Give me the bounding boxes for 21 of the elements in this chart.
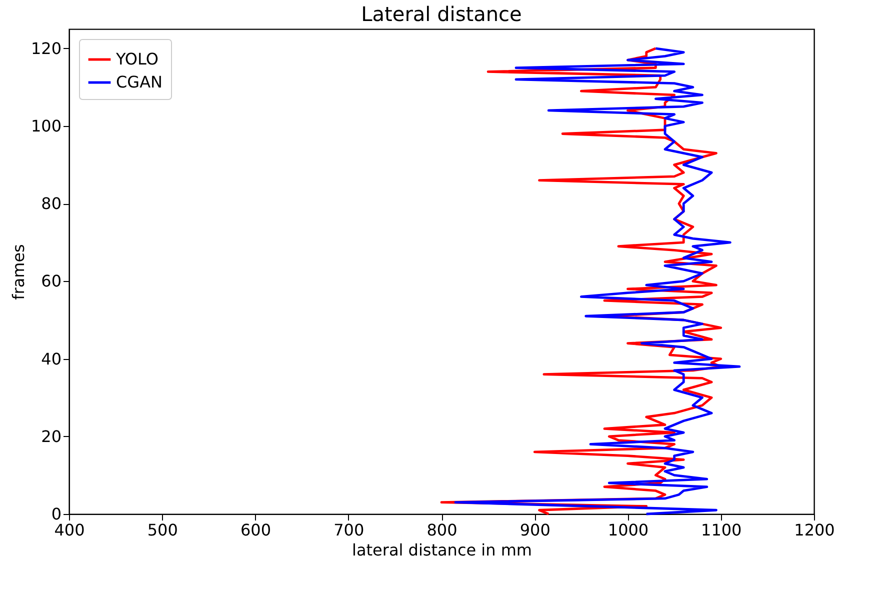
x-tick-label: 400 <box>54 520 85 540</box>
x-tick-label: 700 <box>334 520 364 540</box>
y-tick-label: 20 <box>41 426 62 446</box>
chart-title: Lateral distance <box>361 2 522 26</box>
y-tick-label: 100 <box>30 116 62 136</box>
x-tick-label: 1200 <box>794 520 835 540</box>
x-tick-label: 1000 <box>608 520 649 540</box>
x-axis-title: lateral distance in mm <box>352 540 532 560</box>
x-tick-label: 800 <box>426 520 458 540</box>
x-tick-label: 600 <box>240 520 272 540</box>
y-tick-label: 0 <box>51 504 62 524</box>
y-tick-label: 120 <box>30 38 62 58</box>
y-tick-label: 80 <box>41 194 62 214</box>
y-tick-label: 40 <box>41 349 62 368</box>
x-tick-label: 1100 <box>701 520 742 540</box>
x-tick-label: 900 <box>520 520 550 540</box>
y-axis-title: frames <box>8 244 28 300</box>
y-tick-label: 60 <box>41 272 62 291</box>
x-tick-label: 500 <box>147 520 178 540</box>
legend-label: CGAN <box>116 72 162 92</box>
legend-label: YOLO <box>115 50 158 68</box>
